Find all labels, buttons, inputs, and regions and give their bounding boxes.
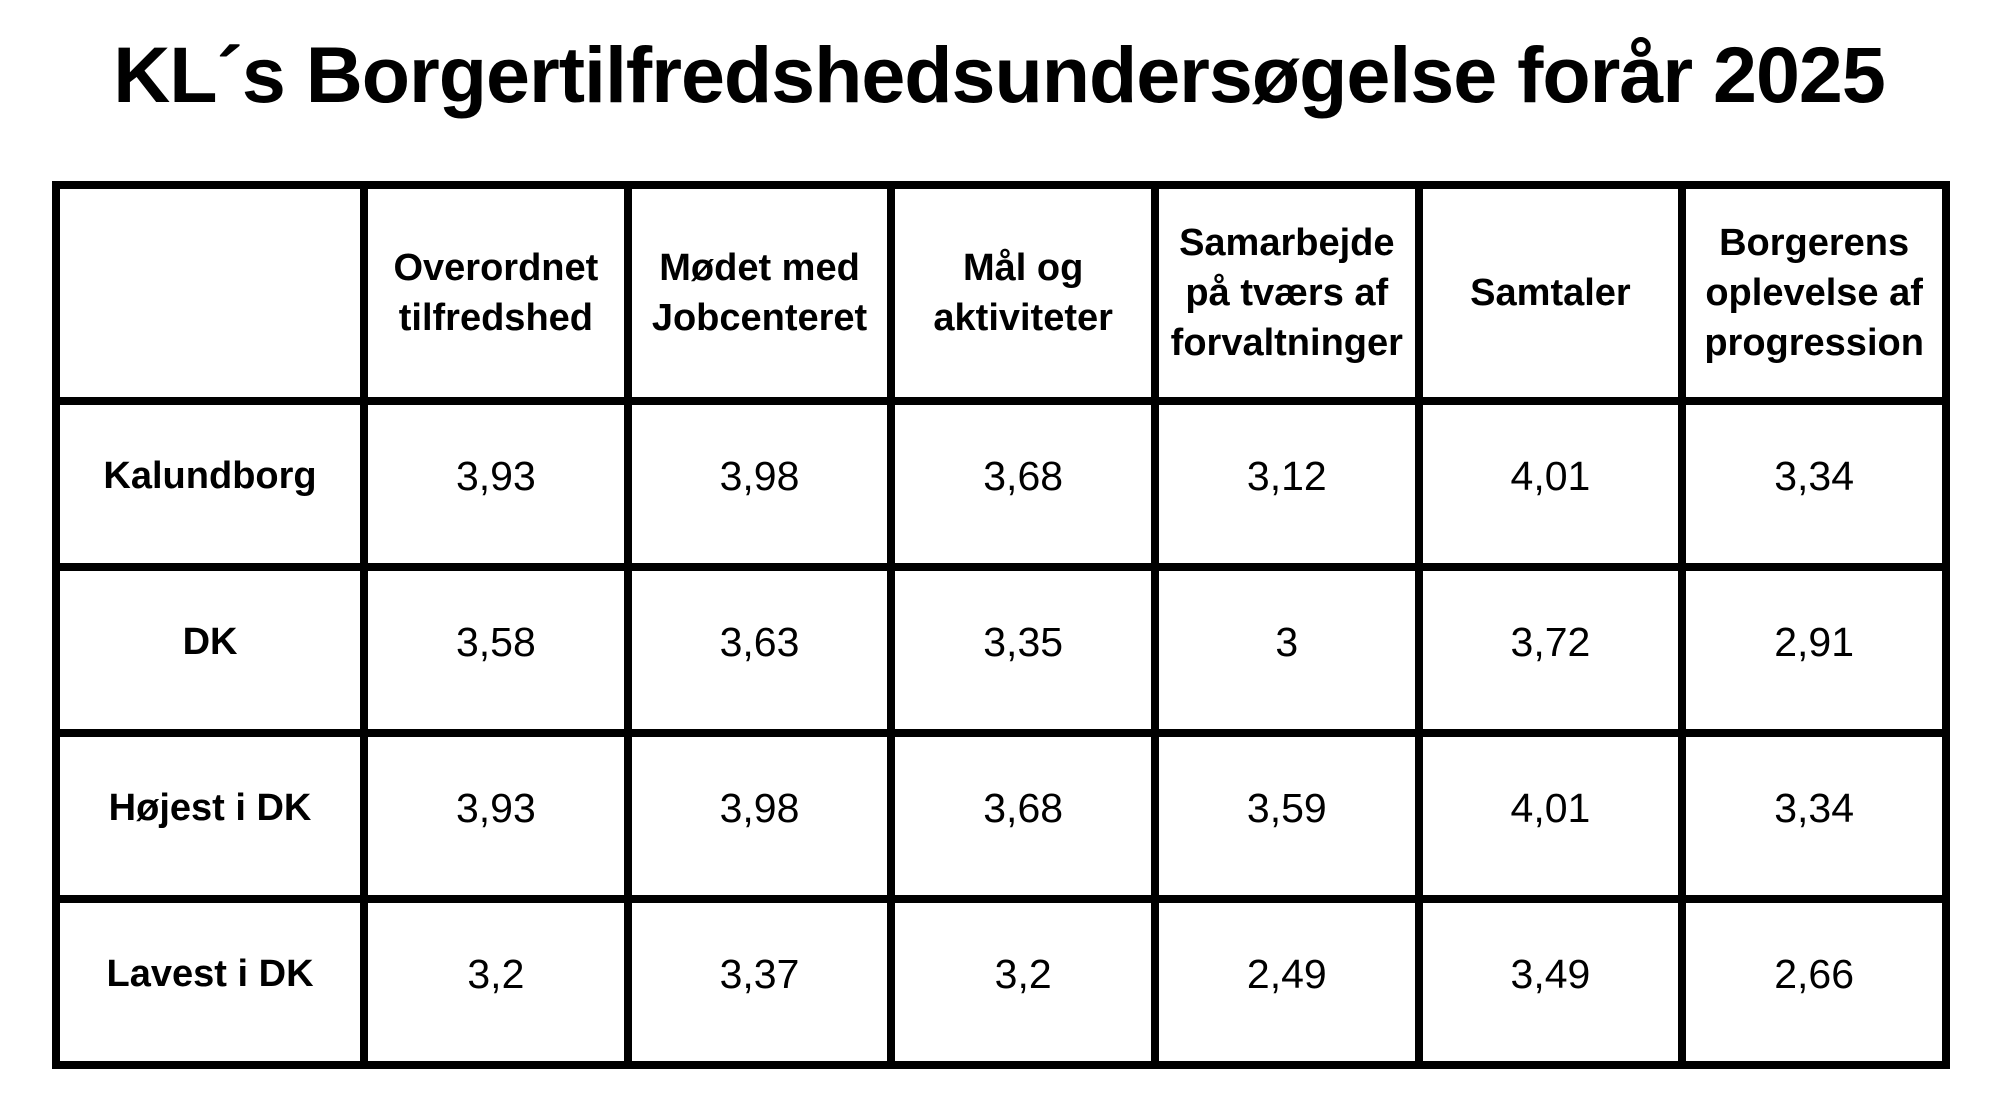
table-row-kalundborg: Kalundborg 3,93 3,98 3,68 3,12 4,01 3,34 bbox=[51, 396, 1950, 571]
table-cell: 3,58 bbox=[360, 562, 632, 737]
table-cell: 3,37 bbox=[623, 894, 896, 1069]
table-row-hoejest-i-dk: Højest i DK 3,93 3,98 3,68 3,59 4,01 3,3… bbox=[51, 728, 1950, 903]
table-cell: 3,49 bbox=[1414, 894, 1687, 1069]
table-cell: 3,68 bbox=[887, 728, 1159, 903]
table-cell: 3 bbox=[1150, 562, 1423, 737]
table-cell: 4,01 bbox=[1414, 728, 1687, 903]
satisfaction-table: Overordnet tilfredshed Mødet med Jobcent… bbox=[51, 180, 1950, 1069]
table-cell: 3,35 bbox=[887, 562, 1159, 737]
table-cell: 3,98 bbox=[623, 728, 896, 903]
table-cell: 3,34 bbox=[1678, 728, 1950, 903]
row-label-lavest-i-dk: Lavest i DK bbox=[51, 894, 369, 1069]
column-header-borgerens-oplevelse: Borgerens oplevelse af progression bbox=[1678, 180, 1950, 405]
column-header-overordnet-tilfredshed: Overordnet tilfredshed bbox=[360, 180, 632, 405]
column-header-maal-og-aktiviteter: Mål og aktiviteter bbox=[887, 180, 1159, 405]
table-cell: 3,98 bbox=[623, 396, 896, 571]
table-cell: 2,49 bbox=[1150, 894, 1423, 1069]
table-cell: 3,2 bbox=[887, 894, 1159, 1069]
column-header-samtaler: Samtaler bbox=[1414, 180, 1687, 405]
row-label-kalundborg: Kalundborg bbox=[51, 396, 369, 571]
table-cell: 3,72 bbox=[1414, 562, 1687, 737]
page-title: KL´s Borgertilfredshedsundersøgelse forå… bbox=[113, 30, 1886, 119]
row-label-hoejest-i-dk: Højest i DK bbox=[51, 728, 369, 903]
table-cell: 3,93 bbox=[360, 728, 632, 903]
table-cell: 3,93 bbox=[360, 396, 632, 571]
table-cell: 3,12 bbox=[1150, 396, 1423, 571]
table-cell: 3,2 bbox=[360, 894, 632, 1069]
row-label-dk: DK bbox=[51, 562, 369, 737]
table-row-dk: DK 3,58 3,63 3,35 3 3,72 2,91 bbox=[51, 562, 1950, 737]
table-cell: 3,63 bbox=[623, 562, 896, 737]
table-row-lavest-i-dk: Lavest i DK 3,2 3,37 3,2 2,49 3,49 2,66 bbox=[51, 894, 1950, 1069]
column-header-samarbejde-paa-tvaers: Samarbejde på tværs af forvaltninger bbox=[1150, 180, 1423, 405]
table-cell: 3,59 bbox=[1150, 728, 1423, 903]
table-cell: 2,66 bbox=[1678, 894, 1950, 1069]
table-cell: 4,01 bbox=[1414, 396, 1687, 571]
column-header-moedet-med-jobcenteret: Mødet med Jobcenteret bbox=[623, 180, 896, 405]
table-cell: 3,34 bbox=[1678, 396, 1950, 571]
table-cell: 3,68 bbox=[887, 396, 1159, 571]
table-cell: 2,91 bbox=[1678, 562, 1950, 737]
corner-cell bbox=[51, 180, 369, 405]
table-header-row: Overordnet tilfredshed Mødet med Jobcent… bbox=[51, 180, 1950, 405]
